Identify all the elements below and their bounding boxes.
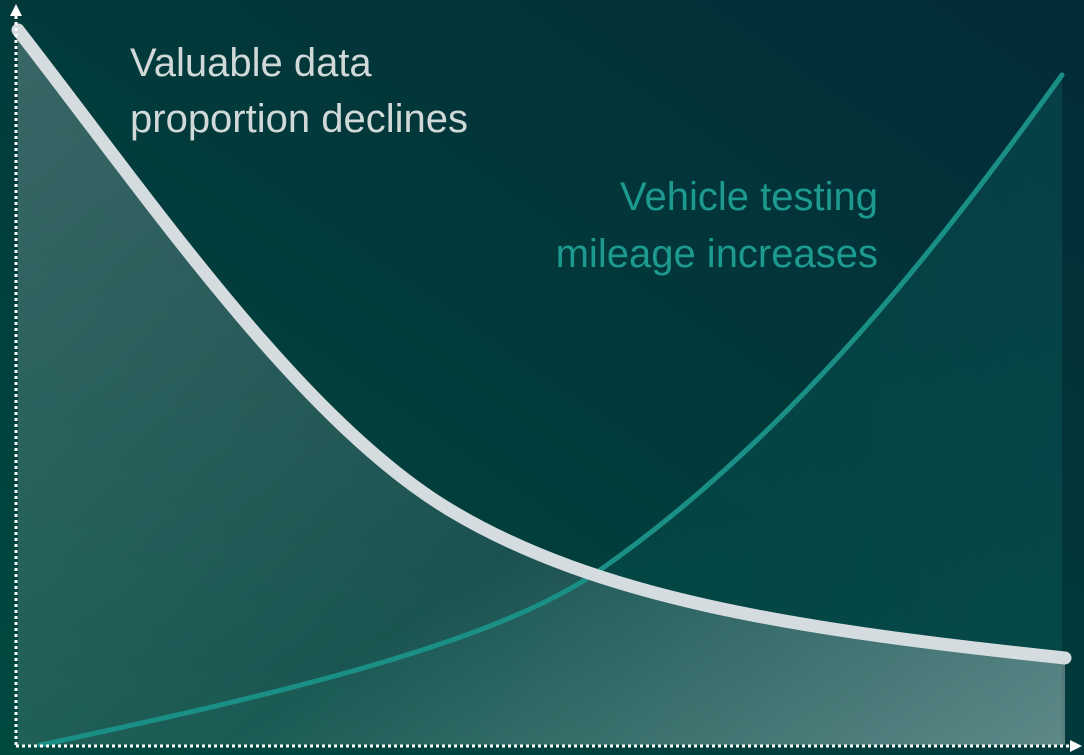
- declining-label: proportion declines: [130, 97, 468, 141]
- y-axis-arrow: [10, 4, 22, 16]
- increase-curve: [37, 72, 1065, 748]
- increase-area: [40, 75, 1062, 745]
- declining-label: Valuable data: [130, 41, 372, 85]
- x-axis-arrow: [1070, 740, 1082, 752]
- decline-area: [18, 30, 1065, 745]
- increasing-label: mileage increases: [556, 232, 878, 276]
- decline-curve: [11, 23, 1072, 665]
- increasing-label: Vehicle testing: [620, 175, 878, 219]
